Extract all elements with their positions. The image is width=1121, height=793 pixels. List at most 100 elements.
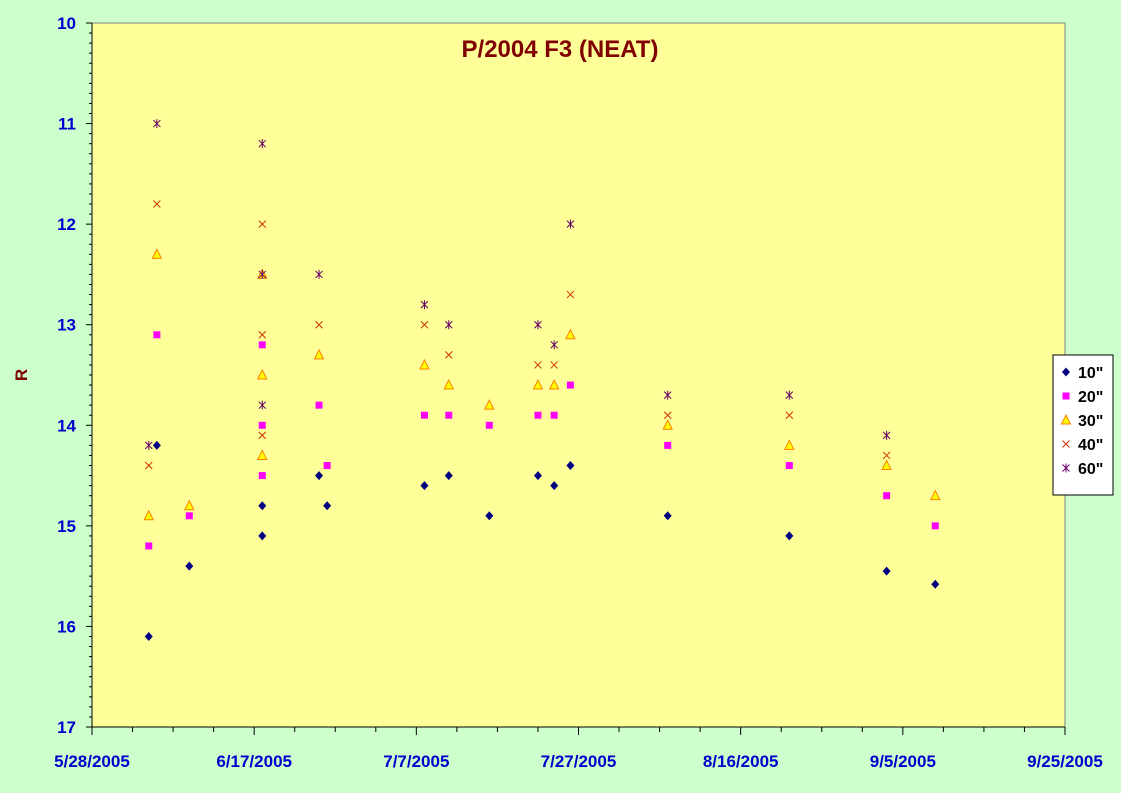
legend-marker — [1062, 367, 1070, 377]
y-tick-labels: 10 11 12 13 14 15 16 17 — [57, 14, 76, 737]
y-tick-label: 16 — [57, 617, 76, 636]
y-tick-label: 17 — [57, 718, 76, 737]
data-point — [323, 501, 332, 511]
legend-marker — [1062, 440, 1070, 448]
data-point — [785, 411, 794, 420]
data-point — [258, 341, 266, 349]
data-point — [444, 351, 453, 359]
data-points — [143, 119, 941, 641]
y-tick-label: 12 — [57, 215, 76, 234]
data-point — [534, 411, 542, 419]
y-tick-label: 15 — [57, 517, 76, 536]
data-point — [444, 471, 453, 481]
data-point — [323, 462, 331, 470]
data-point — [258, 431, 267, 440]
data-point — [663, 511, 672, 521]
data-point — [881, 459, 892, 471]
x-tick-label: 9/25/2005 — [1027, 752, 1103, 771]
data-point — [315, 401, 323, 409]
data-point — [258, 531, 267, 541]
series-1 — [144, 440, 940, 641]
x-tick-label: 9/5/2005 — [870, 752, 936, 771]
series-2 — [145, 331, 939, 550]
x-tick-label: 7/27/2005 — [541, 752, 617, 771]
legend-label: 10" — [1078, 365, 1103, 382]
data-point — [443, 378, 455, 390]
data-point — [931, 522, 939, 530]
data-point — [664, 441, 672, 449]
data-point — [145, 542, 153, 550]
data-point — [420, 300, 429, 310]
legend-marker — [1062, 392, 1070, 400]
data-point — [785, 531, 794, 541]
data-point — [143, 509, 155, 521]
legend-label: 40" — [1078, 437, 1103, 454]
data-point — [534, 361, 542, 369]
legend: 10" 20" 30" 40" 60" — [1052, 354, 1114, 496]
legend-label: 30" — [1078, 413, 1103, 430]
data-point — [784, 439, 795, 450]
data-point — [258, 421, 266, 429]
data-point — [566, 290, 575, 299]
x-tick-label: 5/28/2005 — [54, 752, 130, 771]
data-point — [566, 219, 575, 229]
data-point — [882, 566, 891, 576]
data-point — [931, 579, 940, 589]
data-point — [144, 461, 153, 470]
legend-marker — [1062, 463, 1070, 473]
legend-marker — [1060, 413, 1072, 425]
data-point — [663, 390, 672, 400]
data-point — [662, 419, 674, 430]
y-tick-label: 11 — [58, 115, 76, 134]
data-point — [315, 471, 324, 481]
data-point — [153, 119, 161, 129]
data-point — [152, 440, 161, 450]
x-tick-label: 6/17/2005 — [216, 752, 292, 771]
data-point — [256, 368, 268, 380]
data-point — [258, 269, 267, 279]
data-point — [566, 381, 574, 389]
data-point — [258, 472, 266, 480]
data-point — [550, 481, 559, 491]
data-point — [258, 139, 267, 149]
data-point — [185, 512, 193, 520]
x-tick-label: 7/7/2005 — [383, 752, 449, 771]
data-point — [565, 328, 576, 340]
x-tick-label: 8/16/2005 — [703, 752, 779, 771]
data-point — [532, 378, 544, 390]
y-axis-title: R — [12, 369, 31, 381]
data-point — [144, 440, 153, 450]
data-point — [151, 248, 163, 259]
data-point — [153, 331, 161, 339]
data-point — [420, 320, 429, 329]
y-tick-label: 13 — [57, 316, 76, 335]
data-point — [419, 358, 430, 370]
data-point — [485, 511, 494, 521]
legend-label: 20" — [1078, 389, 1103, 406]
data-point — [153, 200, 161, 208]
data-point — [315, 320, 323, 329]
data-point — [258, 400, 267, 410]
x-tick-labels: 5/28/2005 6/17/2005 7/7/2005 7/27/2005 8/16/… — [54, 752, 1103, 771]
data-point — [785, 390, 794, 400]
data-point — [485, 421, 493, 429]
data-point — [444, 320, 453, 330]
data-point — [566, 461, 575, 471]
y-tick-label: 14 — [57, 416, 76, 435]
data-point — [256, 449, 268, 460]
data-point — [313, 348, 325, 360]
data-point — [258, 330, 267, 339]
data-point — [785, 462, 793, 470]
plot-area — [91, 22, 1066, 728]
chart-title: P/2004 F3 (NEAT) — [462, 36, 659, 63]
data-point — [883, 492, 891, 500]
legend-label: 60" — [1078, 461, 1103, 478]
data-point — [258, 501, 267, 511]
data-point — [445, 411, 453, 419]
y-tick-label: 10 — [57, 14, 76, 33]
data-point — [548, 378, 560, 390]
data-point — [882, 451, 891, 460]
data-point — [550, 411, 558, 419]
data-point — [550, 340, 559, 350]
